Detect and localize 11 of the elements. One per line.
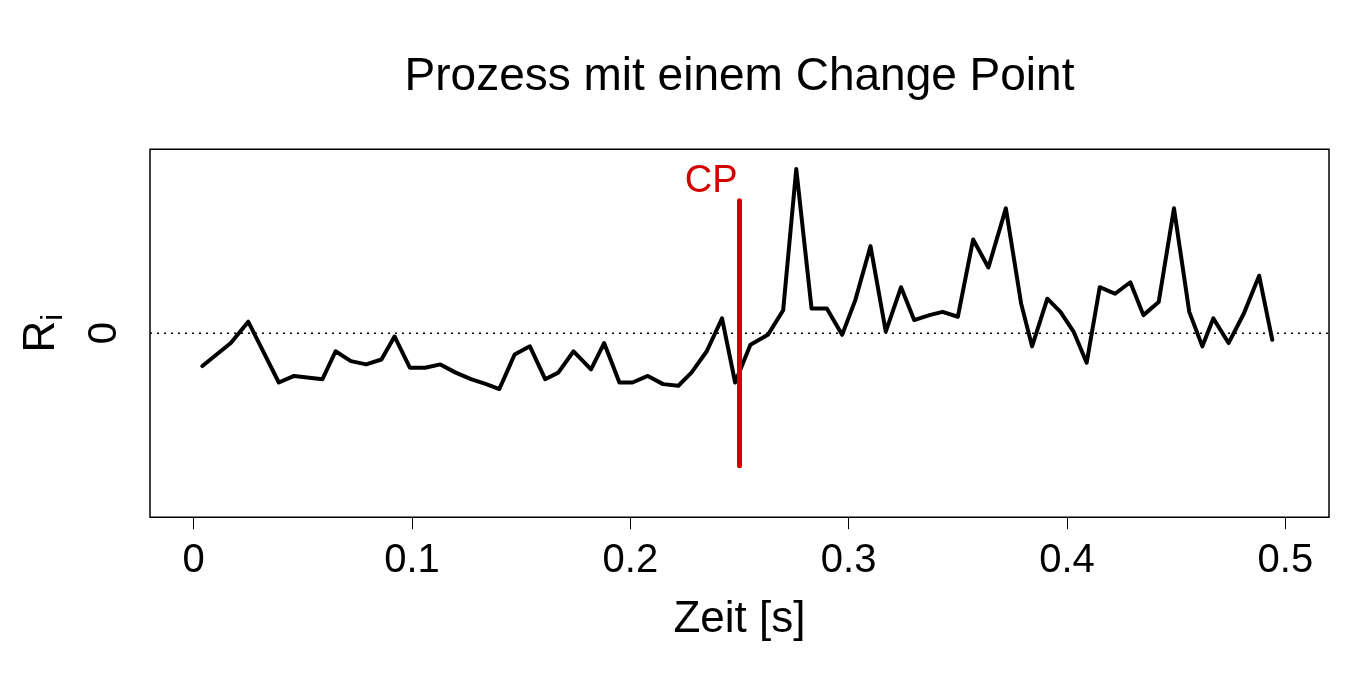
x-axis-title: Zeit [s] bbox=[673, 591, 806, 641]
x-tick-label: 0 bbox=[182, 536, 205, 581]
ref-line-label: 0 bbox=[80, 322, 125, 345]
x-tick-label: 0.5 bbox=[1257, 536, 1314, 581]
x-tick-label: 0.2 bbox=[602, 536, 659, 581]
y-axis-title: Ri bbox=[14, 313, 69, 353]
x-tick-label: 0.4 bbox=[1039, 536, 1095, 581]
chart-title: Prozess mit einem Change Point bbox=[404, 48, 1075, 101]
x-tick-label: 0.1 bbox=[384, 536, 440, 581]
ref-line-label: CP bbox=[684, 158, 738, 201]
x-tick-label: 0.3 bbox=[820, 536, 877, 581]
